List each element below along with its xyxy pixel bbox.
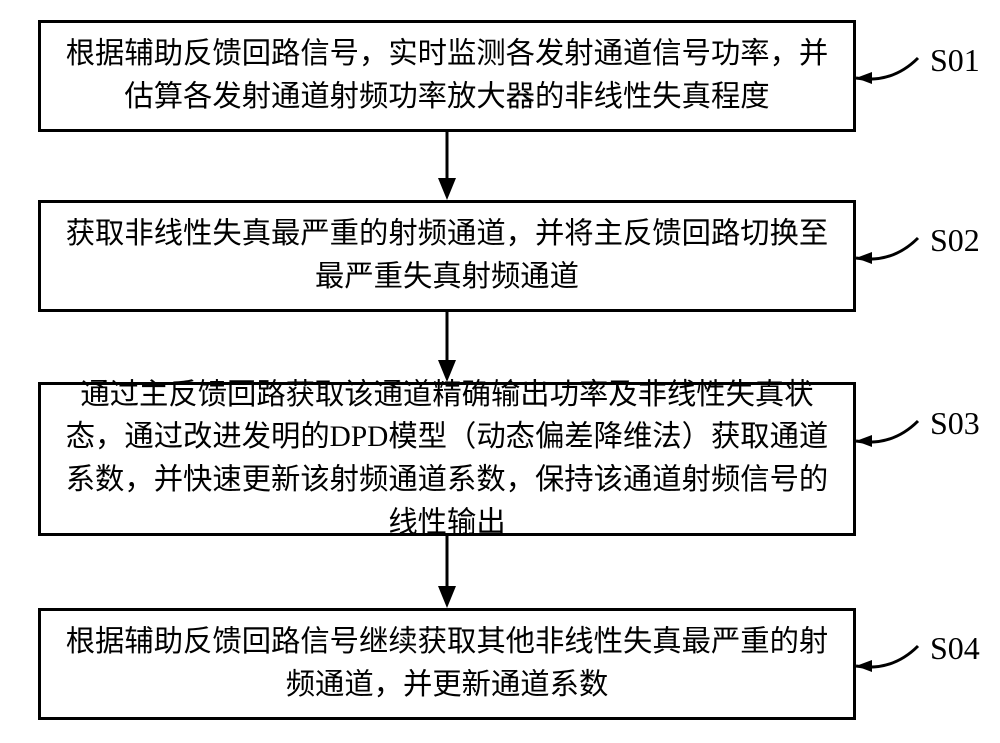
step-label-s02: S02 — [930, 222, 980, 259]
step-label-s04: S04 — [930, 630, 980, 667]
step-box-s03: 通过主反馈回路获取该通道精确输出功率及非线性失真状态，通过改进发明的DPD模型（… — [38, 382, 856, 536]
flowchart-canvas: 根据辅助反馈回路信号，实时监测各发射通道信号功率，并估算各发射通道射频功率放大器… — [0, 0, 1000, 743]
step-text-s02: 获取非线性失真最严重的射频通道，并将主反馈回路切换至最严重失真射频通道 — [59, 213, 835, 298]
step-text-s03: 通过主反馈回路获取该通道精确输出功率及非线性失真状态，通过改进发明的DPD模型（… — [59, 374, 835, 544]
step-box-s04: 根据辅助反馈回路信号继续获取其他非线性失真最严重的射频通道，并更新通道系数 — [38, 608, 856, 720]
step-box-s01: 根据辅助反馈回路信号，实时监测各发射通道信号功率，并估算各发射通道射频功率放大器… — [38, 20, 856, 132]
step-label-s03: S03 — [930, 405, 980, 442]
step-text-s01: 根据辅助反馈回路信号，实时监测各发射通道信号功率，并估算各发射通道射频功率放大器… — [59, 33, 835, 118]
step-text-s04: 根据辅助反馈回路信号继续获取其他非线性失真最严重的射频通道，并更新通道系数 — [59, 621, 835, 706]
step-box-s02: 获取非线性失真最严重的射频通道，并将主反馈回路切换至最严重失真射频通道 — [38, 200, 856, 312]
step-label-s01: S01 — [930, 42, 980, 79]
